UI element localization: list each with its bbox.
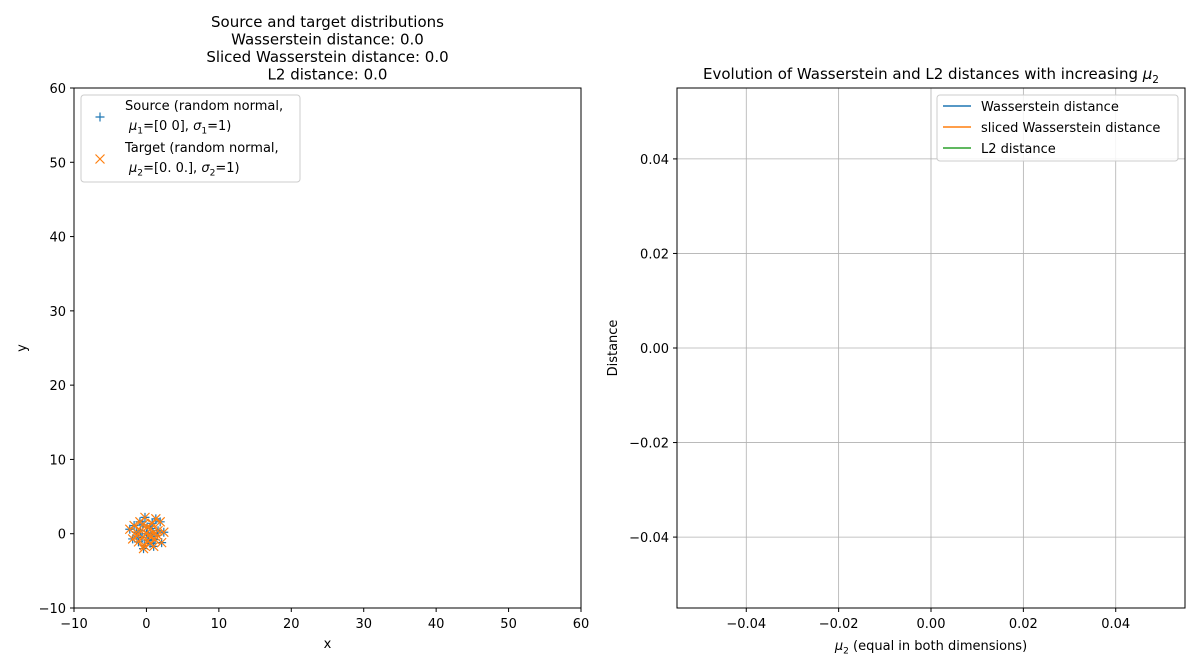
line-legend: Wasserstein distance sliced Wasserstein d…: [936, 94, 1179, 162]
target-point: [133, 536, 144, 547]
x-tick-label: −0.02: [819, 617, 859, 632]
scatter-title-line: Wasserstein distance: 0.0: [231, 31, 424, 49]
line-title: Evolution of Wasserstein and L2 distance…: [703, 65, 1159, 86]
target-point: [158, 527, 169, 538]
target-point: [141, 528, 152, 539]
target-point: [155, 516, 166, 527]
scatter-panel: Source and target distributionsWasserste…: [15, 13, 589, 652]
target-point: [137, 519, 148, 530]
line-x-axis-label: μ2​ (equal in both dimensions): [834, 639, 1027, 656]
scatter-plot-border: [73, 87, 582, 609]
scatter-title-line: Sliced Wasserstein distance: 0.0: [206, 48, 448, 66]
scatter-title-line: L2 distance: 0.0: [268, 66, 388, 84]
scatter-legend: Source (random normal, μ1​=[0 0], σ1​=1) T…: [80, 94, 301, 183]
legend-entry-label: μ1​=[0 0], σ1​=1): [128, 119, 231, 136]
y-tick-label: 0.00: [640, 342, 669, 357]
legend-x-marker: [95, 154, 105, 164]
y-tick-label: 0.04: [640, 153, 669, 168]
target-point: [138, 543, 149, 554]
scatter-ticks: −10 0 10 20 30 40 50 60 −10 0 10 20 30 40 50 60: [39, 82, 590, 632]
legend-plus-marker: [95, 112, 105, 122]
target-point: [148, 541, 159, 552]
scatter-title-line: Source and target distributions: [211, 13, 444, 31]
scatter-points: [124, 512, 169, 554]
x-tick-label: 50: [500, 617, 517, 632]
y-tick-label: 10: [49, 453, 66, 468]
line-x-axis-label-text: μ2​ (equal in both dimensions): [834, 639, 1027, 656]
legend-entry-label: L2 distance: [981, 142, 1056, 157]
y-tick-label: 30: [49, 305, 66, 320]
y-tick-label: 0: [58, 528, 66, 543]
x-tick-label: −10: [60, 617, 87, 632]
x-tick-label: 60: [573, 617, 590, 632]
line-y-axis-label: Distance: [606, 320, 621, 377]
y-tick-label: 0.02: [640, 247, 669, 262]
y-tick-label: −10: [39, 602, 66, 617]
scatter-title: Source and target distributionsWasserste…: [206, 13, 448, 84]
y-tick-label: 40: [49, 231, 66, 246]
target-point: [129, 520, 140, 531]
scatter-axes-frame: [73, 87, 582, 609]
x-tick-label: 30: [355, 617, 372, 632]
target-point: [150, 513, 161, 524]
x-tick-label: 20: [283, 617, 300, 632]
target-point: [135, 525, 146, 536]
y-tick-label: −0.04: [629, 531, 669, 546]
target-point: [139, 540, 150, 551]
legend-entry-label: Source (random normal,: [125, 99, 283, 114]
legend-entry-label: Wasserstein distance: [981, 100, 1119, 115]
line-ticks: −0.04 −0.02 0.00 0.02 0.04 0.04 0.02 0.00 −0.02 −…: [629, 153, 1130, 632]
target-point: [146, 531, 157, 542]
scatter-x-axis-label: x: [324, 637, 332, 652]
scatter-y-axis-label: y: [15, 344, 30, 352]
x-tick-label: 40: [428, 617, 445, 632]
legend-entry-label: μ2​=[0. 0.], σ2​=1): [128, 161, 240, 178]
y-tick-label: 50: [49, 156, 66, 171]
line-title-text: Evolution of Wasserstein and L2 distance…: [703, 65, 1159, 86]
target-point: [140, 512, 150, 523]
line-panel: −0.04 −0.02 0.00 0.02 0.04 0.04 0.02 0.00 −0.02 −…: [606, 65, 1186, 656]
x-tick-label: 0.00: [917, 617, 946, 632]
x-tick-label: 10: [211, 617, 228, 632]
x-tick-label: −0.04: [726, 617, 766, 632]
scatter-legend-box: [80, 94, 301, 183]
target-point: [132, 531, 142, 541]
y-tick-label: 20: [49, 379, 66, 394]
target-point: [152, 530, 163, 541]
line-gridlines: [677, 88, 1185, 608]
legend-entry-label: Target (random normal,: [124, 141, 279, 156]
legend-entry-label: sliced Wasserstein distance: [981, 121, 1160, 136]
target-point: [156, 537, 167, 548]
x-tick-label: 0.02: [1009, 617, 1038, 632]
x-tick-label: 0: [142, 617, 150, 632]
line-legend-box: [936, 94, 1179, 162]
target-point: [127, 533, 138, 544]
x-tick-label: 0.04: [1101, 617, 1130, 632]
y-tick-label: 60: [49, 82, 66, 97]
y-tick-label: −0.02: [629, 437, 669, 452]
